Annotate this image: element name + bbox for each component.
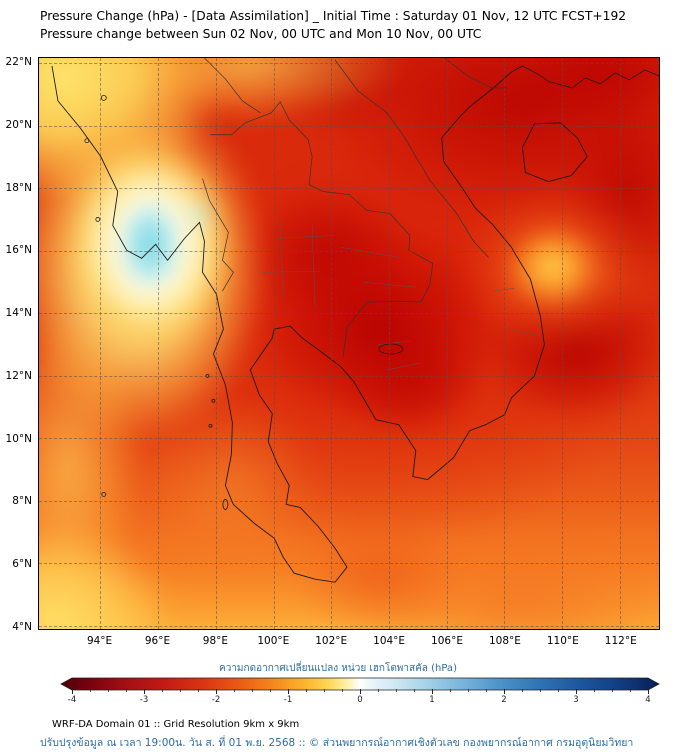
lon-axis: 94°E 96°E 98°E 100°E 102°E 104°E 106°E 108°E 110… xyxy=(38,630,660,650)
colorbar-tick xyxy=(576,689,577,694)
h-gridline xyxy=(39,250,659,252)
lat-label: 8°N xyxy=(12,495,32,508)
v-gridline xyxy=(388,58,390,629)
lat-label: 14°N xyxy=(5,307,32,320)
lon-label: 102°E xyxy=(315,635,348,647)
h-gridline xyxy=(39,313,659,315)
colorbar: -4 -3 -2 -1 0 1 2 3 4 xyxy=(60,676,660,708)
hainan-outline xyxy=(521,122,588,183)
lon-label: 104°E xyxy=(373,635,406,647)
lat-label: 18°N xyxy=(5,181,32,194)
update-info: ปรับปรุงข้อมูล ณ เวลา 19:00น. วัน ส. ที่… xyxy=(40,737,634,749)
domain-info: WRF-DA Domain 01 :: Grid Resolution 9km … xyxy=(52,719,300,730)
lat-label: 10°N xyxy=(5,432,32,445)
h-gridline xyxy=(39,63,659,65)
v-gridline xyxy=(562,58,564,629)
colorbar-tick-labels: -4 -3 -2 -1 0 1 2 3 4 xyxy=(68,689,651,707)
h-gridline xyxy=(39,500,659,502)
h-gridline xyxy=(39,563,659,565)
v-gridline xyxy=(100,58,102,629)
lon-label: 110°E xyxy=(546,635,579,647)
colorbar-tick-label: -3 xyxy=(139,695,149,705)
h-gridline xyxy=(39,438,659,440)
lon-label: 108°E xyxy=(488,635,521,647)
colorbar-tick xyxy=(360,689,361,694)
grid-overlay xyxy=(39,58,659,629)
h-gridline xyxy=(39,125,659,127)
colorbar-tick-label: 1 xyxy=(429,695,435,705)
lat-label: 12°N xyxy=(5,369,32,382)
lat-label: 4°N xyxy=(12,620,32,633)
colorbar-tick-label: -1 xyxy=(283,695,293,705)
chart-subtitle: Pressure change between Sun 02 Nov, 00 U… xyxy=(40,27,482,41)
lon-label: 96°E xyxy=(144,635,171,647)
coastline-path xyxy=(51,65,545,583)
colorbar-tick xyxy=(72,689,73,694)
lon-label: 112°E xyxy=(604,635,637,647)
v-gridline xyxy=(158,58,160,629)
h-gridline xyxy=(39,188,659,190)
lat-label: 20°N xyxy=(5,118,32,131)
h-gridline xyxy=(39,625,659,627)
colorbar-tick xyxy=(432,689,433,694)
pressure-change-map xyxy=(38,57,660,630)
lon-label: 106°E xyxy=(431,635,463,647)
contour-field xyxy=(39,58,659,629)
lat-axis: 22°N 20°N 18°N 16°N 14°N 12°N 10°N 8°N 6°N 4°N xyxy=(0,56,36,633)
v-gridline xyxy=(504,58,506,629)
china-coast xyxy=(511,65,659,89)
lat-label: 22°N xyxy=(5,56,32,69)
lon-label: 100°E xyxy=(257,635,290,647)
colorbar-tick xyxy=(504,689,505,694)
v-gridline xyxy=(331,58,333,629)
colorbar-tick-label: -2 xyxy=(211,695,221,705)
h-gridline xyxy=(39,375,659,377)
colorbar-tick-label: 3 xyxy=(573,695,579,705)
colorbar-title: ความกดอากาศเปลี่ยนแปลง หน่วย เฮกโตพาสคัล… xyxy=(219,663,457,674)
colorbar-tick xyxy=(288,689,289,694)
national-borders xyxy=(202,58,508,357)
colorbar-tick-label: 2 xyxy=(501,695,507,705)
colorbar-tick-label: -4 xyxy=(67,695,77,705)
lat-label: 16°N xyxy=(5,244,32,257)
map-area: 22°N 20°N 18°N 16°N 14°N 12°N 10°N 8°N 6°N 4°N 94… xyxy=(6,56,660,647)
v-gridline xyxy=(446,58,448,629)
lat-label: 6°N xyxy=(12,558,32,571)
lon-label: 98°E xyxy=(202,635,229,647)
colorbar-tick-label: 0 xyxy=(357,695,363,705)
colorbar-tick xyxy=(216,689,217,694)
colorbar-tick xyxy=(648,689,649,694)
v-gridline xyxy=(215,58,217,629)
lon-label: 94°E xyxy=(86,635,113,647)
colorbar-tick-label: 4 xyxy=(645,695,651,705)
colorbar-tick xyxy=(144,689,145,694)
chart-title: Pressure Change (hPa) - [Data Assimilati… xyxy=(40,9,627,23)
v-gridline xyxy=(619,58,621,629)
v-gridline xyxy=(273,58,275,629)
coastlines-borders xyxy=(51,58,659,583)
